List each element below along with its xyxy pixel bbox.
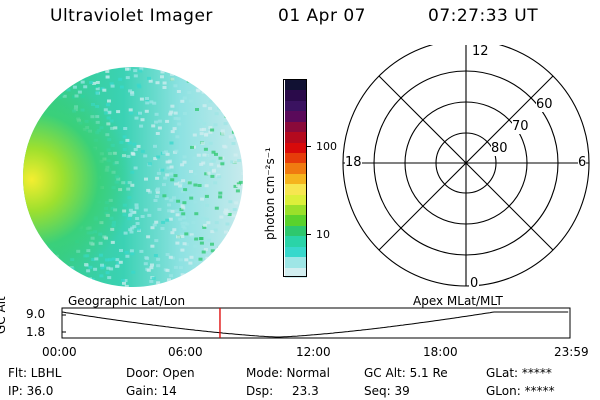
colorbar-segment (285, 80, 307, 91)
x-tick-0600: 06:00 (168, 345, 203, 359)
colorbar-segment (285, 257, 307, 268)
polar-grid (342, 45, 590, 287)
lat-label-60: 60 (536, 97, 553, 112)
colorbar (283, 79, 311, 279)
polar-label-12: 12 (470, 44, 491, 59)
lat-label-80: 80 (491, 141, 508, 156)
colorbar-segment (285, 173, 307, 185)
colorbar-segment (285, 194, 307, 206)
gain-info: Gain: 14 (126, 384, 177, 398)
door-info: Door: Open (126, 366, 195, 380)
colorbar-tick-10: 10 (316, 228, 330, 241)
glat-info: GLat: ***** (486, 366, 552, 380)
colorbar-segment (285, 205, 307, 216)
colorbar-segment (285, 121, 307, 133)
colorbar-segment (285, 111, 307, 122)
colorbar-segment (285, 90, 307, 101)
geographic-label: Geographic Lat/Lon (68, 294, 186, 308)
x-tick-1800: 18:00 (423, 345, 458, 359)
date-label: 01 Apr 07 (278, 6, 366, 26)
dsp-value: 23.3 (292, 384, 319, 398)
polar-label-6: 6 (578, 155, 587, 170)
y-tick-min: 1.8 (26, 325, 46, 339)
colorbar-segment (285, 246, 307, 258)
filter-info: Flt: LBHL (8, 366, 62, 380)
gc-alt-info: GC Alt: 5.1 Re (364, 366, 448, 380)
x-tick-2359: 23:59 (554, 345, 589, 359)
polar-label-0: 0 (469, 276, 480, 291)
app-title: Ultraviolet Imager (50, 6, 213, 26)
colorbar-segment (285, 163, 307, 174)
time-label: 07:27:33 UT (428, 6, 539, 26)
x-tick-1200: 12:00 (296, 345, 331, 359)
altitude-timeline (61, 307, 571, 339)
uv-image (23, 67, 243, 287)
colorbar-segment (285, 215, 307, 226)
lat-label-70: 70 (512, 119, 529, 134)
colorbar-segment (285, 152, 307, 164)
apex-label: Apex MLat/MLT (413, 294, 503, 308)
seq-info: Seq: 39 (364, 384, 410, 398)
colorbar-tick-100: 100 (316, 140, 337, 153)
colorbar-segment (285, 100, 307, 112)
ip-info: IP: 36.0 (8, 384, 54, 398)
mode-info: Mode: Normal (246, 366, 330, 380)
glon-info: GLon: ***** (486, 384, 555, 398)
polar-label-18: 18 (345, 155, 362, 170)
y-tick-max: 9.0 (26, 307, 46, 321)
colorbar-segment (285, 236, 307, 247)
x-tick-0000: 00:00 (42, 345, 77, 359)
colorbar-segment (285, 142, 307, 153)
colorbar-segment (285, 267, 307, 279)
dsp-label: Dsp: (246, 384, 274, 398)
colorbar-segment (285, 184, 307, 195)
colorbar-segment (285, 132, 307, 143)
colorbar-segment (285, 225, 307, 237)
colorbar-unit-label: photon cm⁻²s⁻¹ (263, 147, 277, 240)
